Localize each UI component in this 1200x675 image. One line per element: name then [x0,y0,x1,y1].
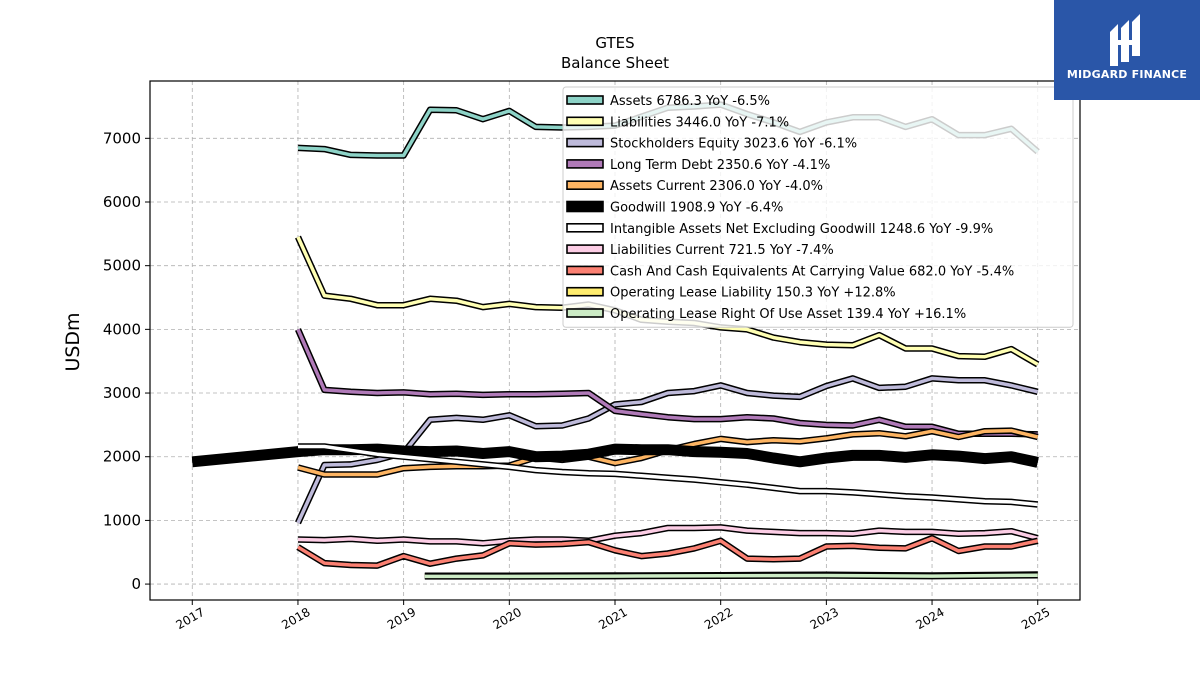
legend-swatch [566,308,604,318]
legend-entry: Assets Current 2306.0 YoY -4.0% [610,179,823,194]
x-tick-label: 2022 [702,605,735,632]
legend-entry: Assets 6786.3 YoY -6.5% [610,94,770,109]
legend-swatch [566,180,604,190]
x-tick-label: 2020 [491,605,524,632]
x-tick-label: 2024 [913,605,946,632]
legend-entry: Cash And Cash Equivalents At Carrying Va… [610,264,1014,279]
y-tick-label: 5000 [103,257,141,275]
legend-swatch [566,265,604,276]
x-tick-label: 2025 [1019,605,1052,632]
series-line-goodwill [191,445,1039,467]
legend-entry: Operating Lease Liability 150.3 YoY +12.… [610,286,896,301]
y-tick-label: 2000 [103,448,141,466]
chart-title: GTES [595,34,634,52]
legend-box [562,86,1074,328]
brand-name: MIDGARD FINANCE [1066,68,1188,81]
legend-entry: Goodwill 1908.9 YoY -6.4% [610,201,783,216]
x-tick-label: 2018 [279,605,312,632]
series-line-long-term-debt [296,328,1038,437]
series-line-stockholders-equity [296,376,1039,524]
legend-swatch [566,116,604,127]
y-axis: 0 1000 2000 3000 4000 5000 6000 7000 [103,129,150,593]
y-axis-label: USDm [62,312,84,371]
legend-entry: Long Term Debt 2350.6 YoY -4.1% [610,158,830,173]
chart-subtitle: Balance Sheet [561,54,669,72]
y-tick-label: 0 [131,575,141,593]
y-tick-label: 4000 [103,320,141,338]
x-tick-label: 2021 [596,605,629,632]
midgard-logo-icon [1110,14,1140,66]
legend-swatch [566,137,604,148]
legend-swatch [566,95,604,105]
x-tick-label: 2023 [808,605,841,632]
y-tick-label: 6000 [103,193,141,211]
legend-swatch [566,223,604,233]
legend-entry: Liabilities Current 721.5 YoY -7.4% [610,243,834,258]
y-tick-label: 3000 [103,384,141,402]
legend-swatch [566,159,604,169]
legend: Assets 6786.3 YoY -6.5% Liabilities 3446.… [562,86,1074,328]
legend-entry: Intangible Assets Net Excluding Goodwill… [610,222,993,237]
x-tick-label: 2017 [174,605,207,632]
series-line-cash-and-cash-equivalents-at-carrying-value [297,536,1039,568]
series-line-liabilities-current [297,525,1039,546]
brand-logo: MIDGARD FINANCE [1054,0,1200,100]
legend-entry: Liabilities 3446.0 YoY -7.1% [610,115,789,130]
legend-swatch [566,286,604,297]
legend-swatch [566,244,604,254]
y-tick-label: 1000 [103,511,141,529]
y-tick-label: 7000 [103,129,141,147]
legend-swatch [566,200,604,213]
series-line-operating-lease-right-of-use-asset [424,573,1038,579]
x-tick-label: 2019 [385,605,418,632]
legend-entry: Operating Lease Right Of Use Asset 139.4… [610,307,966,322]
x-axis: 2017 2018 2019 2020 2021 2022 2023 2024 2025 [174,600,1052,632]
legend-entry: Stockholders Equity 3023.6 YoY -6.1% [610,137,857,152]
series-line-intangible-assets-net-excluding-goodwill [298,444,1038,507]
